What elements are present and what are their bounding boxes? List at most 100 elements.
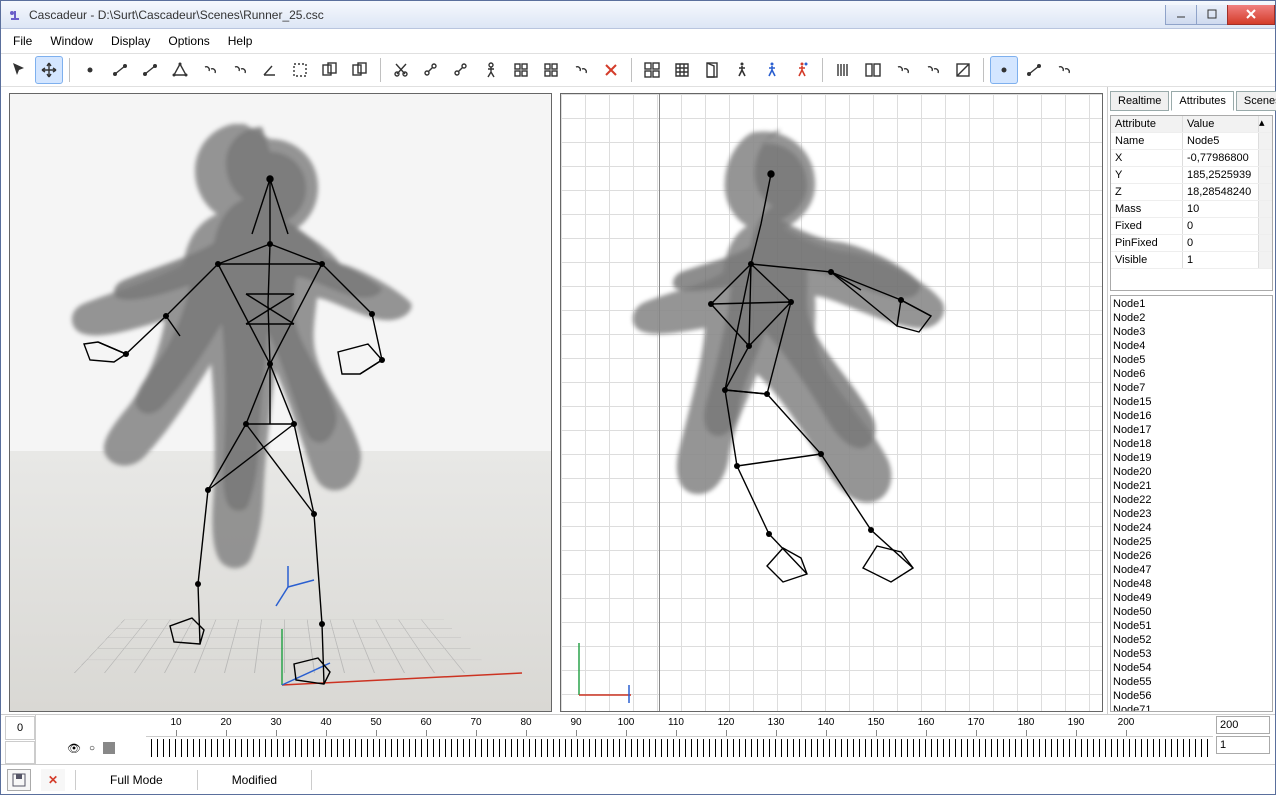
cancel-icon-button[interactable]: ✕ [41,769,65,791]
tab-realtime[interactable]: Realtime [1110,91,1169,111]
node-item[interactable]: Node15 [1113,395,1270,409]
timeline-current-frame[interactable] [1216,736,1270,754]
toolbar-pointer-button[interactable] [5,56,33,84]
node-item[interactable]: Node52 [1113,633,1270,647]
node-list[interactable]: Node1Node2Node3Node4Node5Node6Node7Node1… [1110,295,1273,712]
toolbar-pack2-button[interactable] [537,56,565,84]
attr-row[interactable]: X-0,77986800 [1111,150,1272,167]
visibility-icon[interactable]: 👁 [67,742,81,755]
toolbar-chain-button[interactable] [196,56,224,84]
toolbar-dot-button[interactable] [990,56,1018,84]
toolbar-cancel-button[interactable] [597,56,625,84]
menu-file[interactable]: File [5,31,40,51]
toolbar-diag-button[interactable] [949,56,977,84]
toolbar-pack-button[interactable] [507,56,535,84]
node-item[interactable]: Node23 [1113,507,1270,521]
attr-row[interactable]: Fixed0 [1111,218,1272,235]
node-item[interactable]: Node4 [1113,339,1270,353]
menu-options[interactable]: Options [160,31,217,51]
tab-attributes[interactable]: Attributes [1171,91,1233,111]
node-item[interactable]: Node56 [1113,689,1270,703]
toolbar-chain2-button[interactable] [226,56,254,84]
toolbar-select-button[interactable] [286,56,314,84]
attr-value[interactable]: 1 [1183,252,1258,268]
toolbar-joint-button[interactable] [417,56,445,84]
node-item[interactable]: Node51 [1113,619,1270,633]
toolbar-edge3-button[interactable] [1020,56,1048,84]
toolbar-door-button[interactable] [698,56,726,84]
menu-window[interactable]: Window [42,31,101,51]
node-item[interactable]: Node47 [1113,563,1270,577]
timeline-start[interactable]: 0 [5,716,35,740]
toolbar-angle-button[interactable] [256,56,284,84]
attr-value[interactable]: 0 [1183,218,1258,234]
node-item[interactable]: Node48 [1113,577,1270,591]
attr-row[interactable]: NameNode5 [1111,133,1272,150]
maximize-button[interactable] [1196,5,1228,25]
toolbar-bars-button[interactable] [829,56,857,84]
node-item[interactable]: Node1 [1113,297,1270,311]
toolbar-edge-button[interactable] [106,56,134,84]
toolbar-layout4-button[interactable] [638,56,666,84]
attr-value[interactable]: 0 [1183,235,1258,251]
timeline-range-max[interactable] [1216,716,1270,734]
node-item[interactable]: Node3 [1113,325,1270,339]
toolbar-ikchain-button[interactable] [567,56,595,84]
toolbar-move-button[interactable] [35,56,63,84]
node-item[interactable]: Node55 [1113,675,1270,689]
node-item[interactable]: Node7 [1113,381,1270,395]
tab-scenes[interactable]: Scenes [1236,91,1276,111]
toolbar-region-button[interactable] [316,56,344,84]
attr-value[interactable]: 185,2525939 [1183,167,1258,183]
timeline-ruler[interactable]: 1020304050607080901001101201301401501601… [146,715,1213,737]
toolbar-node-button[interactable] [76,56,104,84]
node-item[interactable]: Node25 [1113,535,1270,549]
minimize-button[interactable] [1165,5,1197,25]
attr-value[interactable]: 10 [1183,201,1258,217]
toolbar-tri-button[interactable] [166,56,194,84]
node-item[interactable]: Node22 [1113,493,1270,507]
attr-row[interactable]: Mass10 [1111,201,1272,218]
attr-row[interactable]: Y185,2525939 [1111,167,1272,184]
toolbar-grid-button[interactable] [668,56,696,84]
toolbar-walk-button[interactable] [728,56,756,84]
toolbar-joint2-button[interactable] [447,56,475,84]
node-item[interactable]: Node71 [1113,703,1270,712]
node-item[interactable]: Node53 [1113,647,1270,661]
node-item[interactable]: Node50 [1113,605,1270,619]
node-item[interactable]: Node19 [1113,451,1270,465]
toolbar-walk-multi-button[interactable] [788,56,816,84]
toolbar-edge2-button[interactable] [136,56,164,84]
toolbar-panel-button[interactable] [859,56,887,84]
node-item[interactable]: Node5 [1113,353,1270,367]
node-item[interactable]: Node26 [1113,549,1270,563]
viewport-perspective[interactable] [9,93,552,712]
viewport-ortho[interactable] [560,93,1103,712]
attr-value[interactable]: -0,77986800 [1183,150,1258,166]
toolbar-body-button[interactable] [477,56,505,84]
toolbar-ikchain2-button[interactable] [889,56,917,84]
attr-row[interactable]: PinFixed0 [1111,235,1272,252]
attr-value[interactable]: 18,28548240 [1183,184,1258,200]
toolbar-chain3-button[interactable] [919,56,947,84]
node-item[interactable]: Node54 [1113,661,1270,675]
attr-row[interactable]: Visible1 [1111,252,1272,269]
timeline-strip[interactable] [146,739,1213,757]
node-item[interactable]: Node49 [1113,591,1270,605]
node-item[interactable]: Node21 [1113,479,1270,493]
toolbar-walk2-button[interactable] [758,56,786,84]
node-item[interactable]: Node17 [1113,423,1270,437]
toolbar-region2-button[interactable] [346,56,374,84]
attr-value[interactable]: Node5 [1183,133,1258,149]
node-item[interactable]: Node2 [1113,311,1270,325]
node-item[interactable]: Node6 [1113,367,1270,381]
node-item[interactable]: Node18 [1113,437,1270,451]
node-item[interactable]: Node24 [1113,521,1270,535]
node-item[interactable]: Node16 [1113,409,1270,423]
node-item[interactable]: Node20 [1113,465,1270,479]
key-square-icon[interactable] [103,742,115,754]
key-dot-icon[interactable]: ○ [89,743,95,754]
menu-display[interactable]: Display [103,31,158,51]
toolbar-chain4-button[interactable] [1050,56,1078,84]
menu-help[interactable]: Help [220,31,261,51]
